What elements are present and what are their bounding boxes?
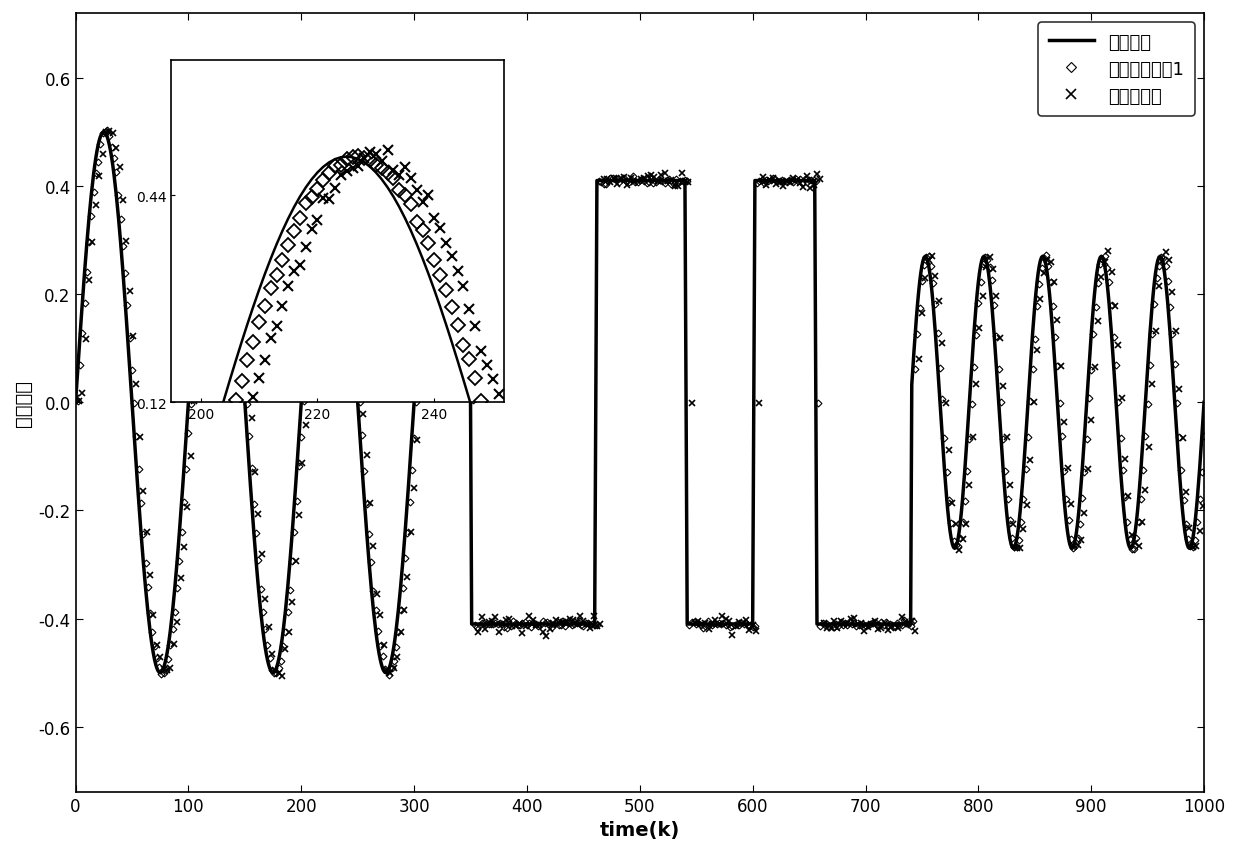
理想信号 (1197, 397, 1212, 408)
实验对照组 (68, 394, 83, 404)
理想信号 (991, 397, 1006, 408)
理想信号 (1068, 534, 1083, 544)
理想信号 (138, 583, 152, 593)
实验对照组 (701, 624, 716, 635)
Legend: 理想信号, 本发明实施例1, 实验对照组: 理想信号, 本发明实施例1, 实验对照组 (1038, 23, 1196, 117)
本发明实施例1 (351, 363, 366, 374)
理想信号 (97, 128, 112, 138)
理想信号 (1144, 315, 1158, 325)
Line: 实验对照组: 实验对照组 (72, 129, 1206, 680)
理想信号 (300, 314, 315, 324)
Line: 本发明实施例1: 本发明实施例1 (73, 128, 1207, 678)
本发明实施例1 (99, 125, 114, 136)
实验对照组 (1196, 501, 1211, 511)
本发明实施例1 (68, 395, 83, 405)
实验对照组 (738, 615, 753, 625)
实验对照组 (275, 671, 290, 682)
Line: 理想信号: 理想信号 (76, 133, 1204, 673)
本发明实施例1 (813, 621, 828, 631)
本发明实施例1 (799, 177, 814, 188)
本发明实施例1 (483, 619, 498, 630)
理想信号 (949, 539, 964, 549)
理想信号 (152, 668, 167, 678)
实验对照组 (807, 180, 821, 190)
本发明实施例1 (1007, 543, 1022, 553)
Y-axis label: 系统输出: 系统输出 (14, 380, 33, 426)
实验对照组 (309, 270, 323, 280)
X-axis label: time(k): time(k) (600, 820, 680, 839)
实验对照组 (102, 127, 116, 137)
实验对照组 (504, 622, 519, 632)
本发明实施例1 (400, 528, 415, 538)
理想信号 (68, 397, 83, 408)
实验对照组 (1040, 256, 1054, 266)
本发明实施例1 (382, 670, 396, 681)
本发明实施例1 (1197, 432, 1212, 442)
